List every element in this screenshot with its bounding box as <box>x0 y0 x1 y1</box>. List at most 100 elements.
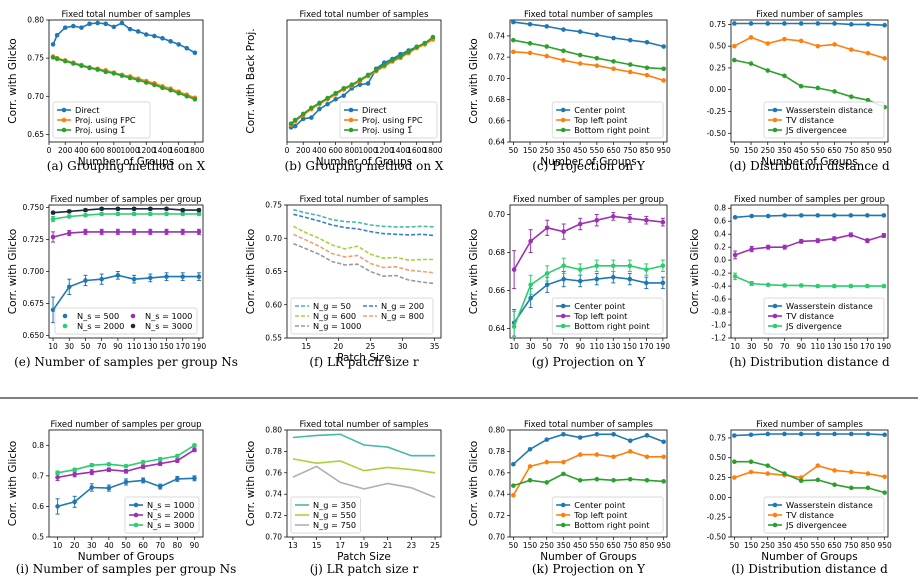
data-point <box>561 459 566 465</box>
data-point <box>627 37 633 43</box>
x-tick-label: 40 <box>104 541 114 550</box>
data-point <box>398 54 403 59</box>
data-point <box>511 461 516 467</box>
data-point <box>511 37 516 43</box>
data-point <box>106 485 112 491</box>
y-tick-label: 0.750 <box>23 203 45 212</box>
subfigure-caption: (d) Distribution distance d <box>729 159 890 173</box>
subfigure-caption: (k) Projection on Y <box>532 562 646 576</box>
x-tick-label: 13 <box>288 541 298 550</box>
plot-area <box>50 20 198 102</box>
data-point <box>798 239 804 244</box>
x-tick-label: 130 <box>827 342 842 351</box>
chart-a: Fixed total number of samples 0 200 400 600 8… <box>7 10 205 168</box>
series-line-1 <box>292 458 436 474</box>
data-point <box>627 62 633 67</box>
data-point <box>135 29 141 34</box>
data-point <box>627 476 633 482</box>
y-tick-label: 0.64 <box>488 138 505 147</box>
data-point <box>325 95 330 101</box>
data-point <box>79 25 84 30</box>
data-point <box>196 211 202 217</box>
series-line-0 <box>513 21 664 48</box>
y-tick-label: 0.80 <box>488 426 505 435</box>
data-point <box>577 452 583 457</box>
legend-label: N_g = 800 <box>381 311 424 321</box>
x-tick-label: 450 <box>794 541 809 550</box>
chart-title: Fixed number of samples per group <box>734 195 885 205</box>
data-point <box>748 459 754 465</box>
y-tick-label: 0.76 <box>265 468 282 477</box>
data-point <box>50 55 56 60</box>
data-point <box>50 234 56 240</box>
data-point <box>341 86 347 91</box>
data-point <box>610 274 616 280</box>
data-point <box>164 229 169 235</box>
data-point <box>292 123 298 129</box>
data-point <box>135 77 141 83</box>
series-line-2 <box>734 59 886 108</box>
legend-label: N_g = 1000 <box>313 321 361 331</box>
data-point <box>815 43 821 49</box>
data-point <box>644 280 649 286</box>
data-point <box>732 433 737 438</box>
legend-marker <box>133 522 139 528</box>
y-tick-label: 0.70 <box>27 92 44 101</box>
legend-box <box>290 297 434 335</box>
data-point <box>561 471 566 477</box>
data-point <box>66 230 72 236</box>
x-tick-label: 150 <box>523 146 538 155</box>
subfigure-caption: (e) Number of samples per group Ns <box>14 355 238 369</box>
legend-label: Wasserstein distance <box>786 500 873 510</box>
data-point <box>83 278 88 283</box>
data-point <box>748 61 754 66</box>
subfigure-caption: (i) Number of samples per group Ns <box>16 562 237 576</box>
x-tick-label: 50 <box>121 541 131 550</box>
data-point <box>527 477 533 483</box>
data-point <box>749 281 754 286</box>
y-tick-label: 0.50 <box>709 453 726 462</box>
legend-label: N_g = 350 <box>313 500 356 510</box>
data-point <box>176 90 181 96</box>
x-tick-label: 30 <box>64 342 74 351</box>
data-point <box>882 490 887 495</box>
plot-area <box>293 208 435 285</box>
data-point <box>765 213 771 219</box>
x-tick-label: 650 <box>827 541 842 550</box>
chart-d: Fixed number of samples 50 150 250 350 450 550… <box>707 10 892 168</box>
data-point <box>748 432 754 438</box>
data-point <box>611 431 616 437</box>
data-point <box>55 504 60 509</box>
data-point <box>99 229 104 235</box>
x-tick-label: 150 <box>159 342 174 351</box>
data-point <box>661 454 666 460</box>
x-tick-label: 1400 <box>391 146 410 155</box>
y-tick-label: 0.68 <box>488 248 505 257</box>
legend: N_s = 500 N_s = 1000 N_s = 2000 N_s = 3000 <box>54 307 198 335</box>
legend-marker <box>772 117 778 123</box>
x-tick-label: 1800 <box>423 146 442 155</box>
data-point <box>127 75 133 81</box>
data-point <box>544 225 550 231</box>
x-tick-label: 350 <box>777 541 792 550</box>
data-point <box>831 283 837 289</box>
data-point <box>732 57 737 63</box>
series-line-0 <box>735 214 884 219</box>
data-point <box>865 431 871 437</box>
subfigure-caption: (j) LR patch size r <box>310 562 419 576</box>
data-point <box>511 20 516 25</box>
data-point <box>765 41 771 46</box>
data-point <box>164 211 169 217</box>
y-tick-label: 0.2 <box>714 243 726 252</box>
legend-box <box>763 297 885 335</box>
data-point <box>528 238 533 244</box>
x-tick-label: 30 <box>526 342 536 351</box>
data-point <box>99 276 104 282</box>
data-point <box>72 472 77 477</box>
chart-title: Fixed total number of samples <box>62 10 192 20</box>
x-tick-label: 30 <box>87 541 97 550</box>
data-point <box>95 20 100 26</box>
data-point <box>848 213 854 218</box>
